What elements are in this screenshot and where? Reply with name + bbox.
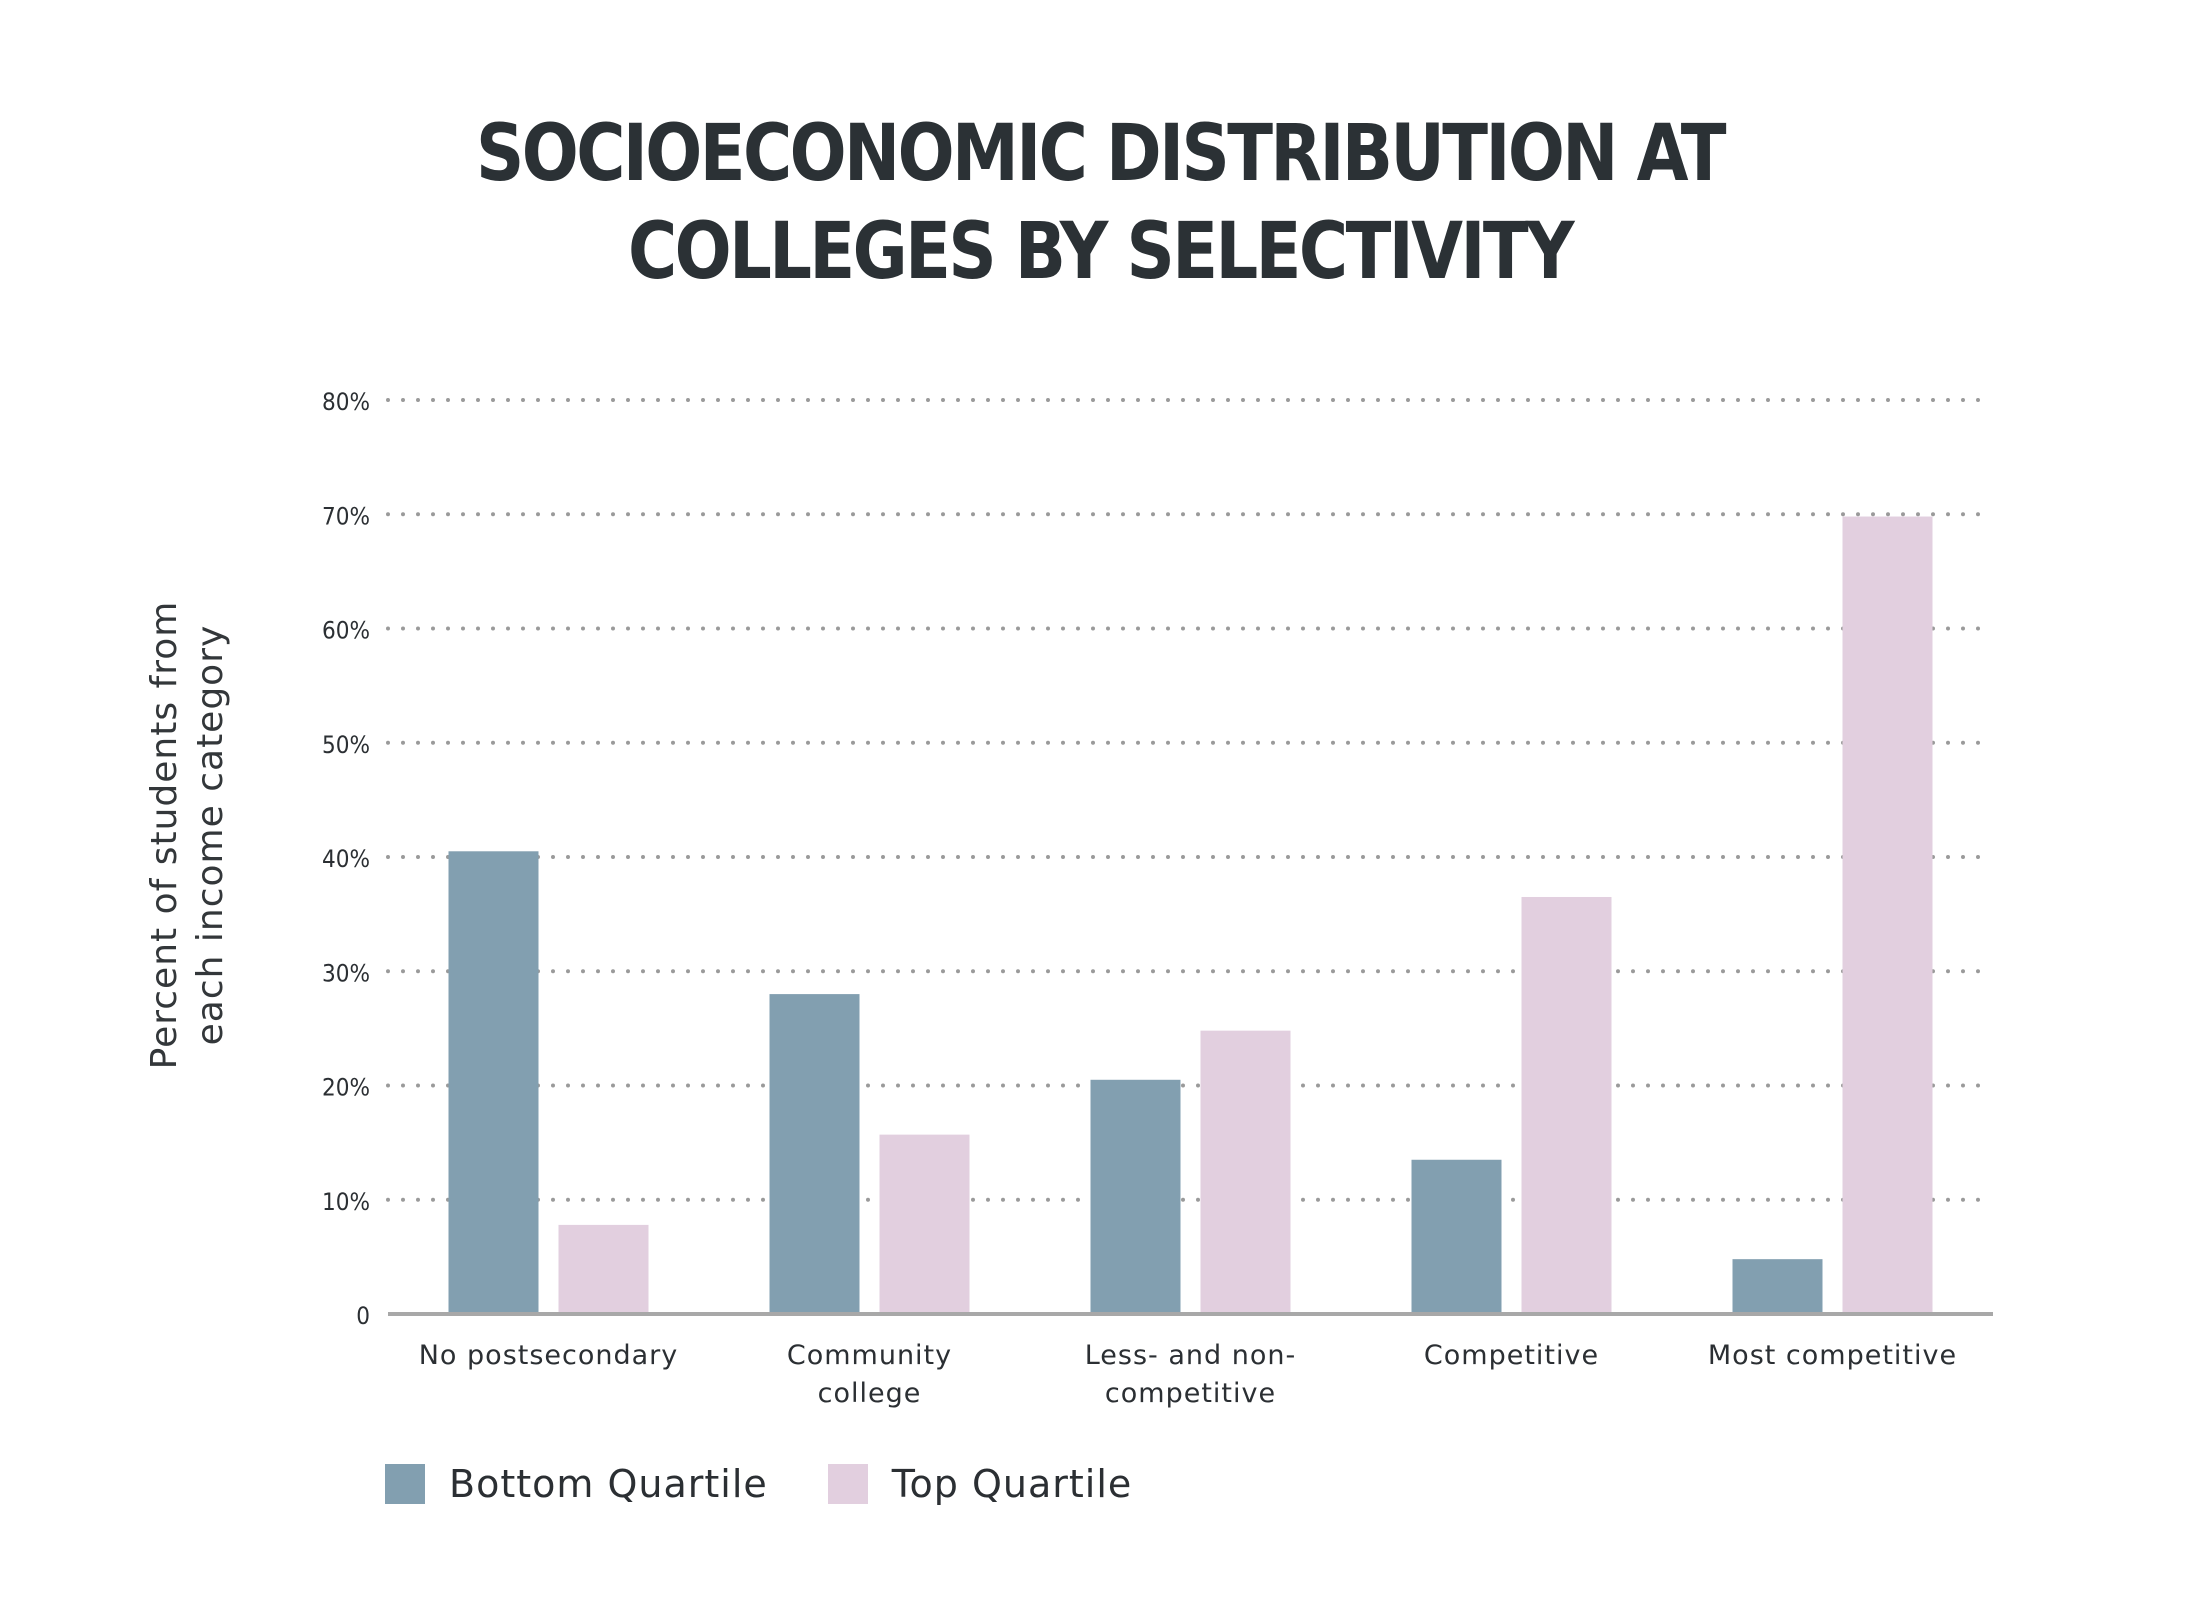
y-tick-label-60: 60% — [322, 617, 370, 645]
legend: Bottom Quartile Top Quartile — [385, 1462, 1192, 1506]
x-tick-label-0: No postsecondary — [419, 1340, 679, 1371]
x-tick-label-1-line-2: college — [818, 1378, 922, 1409]
legend-swatch-top-quartile — [827, 1464, 868, 1504]
y-tick-label-40: 40% — [322, 845, 370, 873]
bar-top-quartile-1 — [879, 1134, 970, 1314]
chart-title: SOCIOECONOMIC DISTRIBUTION AT COLLEGES B… — [0, 105, 2200, 301]
bar-bottom-quartile-1 — [769, 994, 860, 1314]
x-tick-label-4: Most competitive — [1708, 1340, 1957, 1371]
x-tick-label-2-line-1: Less- and non- — [1085, 1340, 1297, 1371]
legend-label-top-quartile: Top Quartile — [891, 1462, 1133, 1506]
legend-item-top-quartile: Top Quartile — [827, 1462, 1133, 1506]
bar-top-quartile-0 — [558, 1224, 649, 1314]
chart-title-line-2: COLLEGES BY SELECTIVITY — [627, 207, 1575, 297]
bar-top-quartile-2 — [1200, 1030, 1291, 1314]
y-tick-label-20: 20% — [322, 1074, 370, 1102]
y-tick-label-50: 50% — [322, 731, 370, 759]
legend-swatch-bottom-quartile — [385, 1464, 425, 1504]
y-tick-label-10: 10% — [322, 1188, 370, 1216]
legend-label-bottom-quartile: Bottom Quartile — [449, 1462, 768, 1506]
y-tick-label-70: 70% — [322, 502, 370, 530]
x-tick-label-1-line-1: Community — [787, 1340, 952, 1371]
bar-bottom-quartile-2 — [1090, 1079, 1181, 1314]
x-tick-label-2-line-2: competitive — [1105, 1378, 1276, 1409]
y-tick-label-80: 80% — [322, 388, 370, 416]
bar-top-quartile-4 — [1842, 516, 1933, 1314]
y-tick-label-30: 30% — [322, 959, 370, 987]
bar-bottom-quartile-0 — [448, 851, 539, 1314]
bar-bottom-quartile-3 — [1411, 1159, 1502, 1314]
x-tick-label-3: Competitive — [1424, 1340, 1599, 1371]
y-tick-label-0: 0 — [356, 1302, 370, 1330]
chart-title-line-1: SOCIOECONOMIC DISTRIBUTION AT — [476, 109, 1726, 199]
bar-top-quartile-3 — [1521, 896, 1612, 1314]
bar-bottom-quartile-4 — [1732, 1259, 1823, 1314]
legend-item-bottom-quartile: Bottom Quartile — [385, 1462, 768, 1506]
